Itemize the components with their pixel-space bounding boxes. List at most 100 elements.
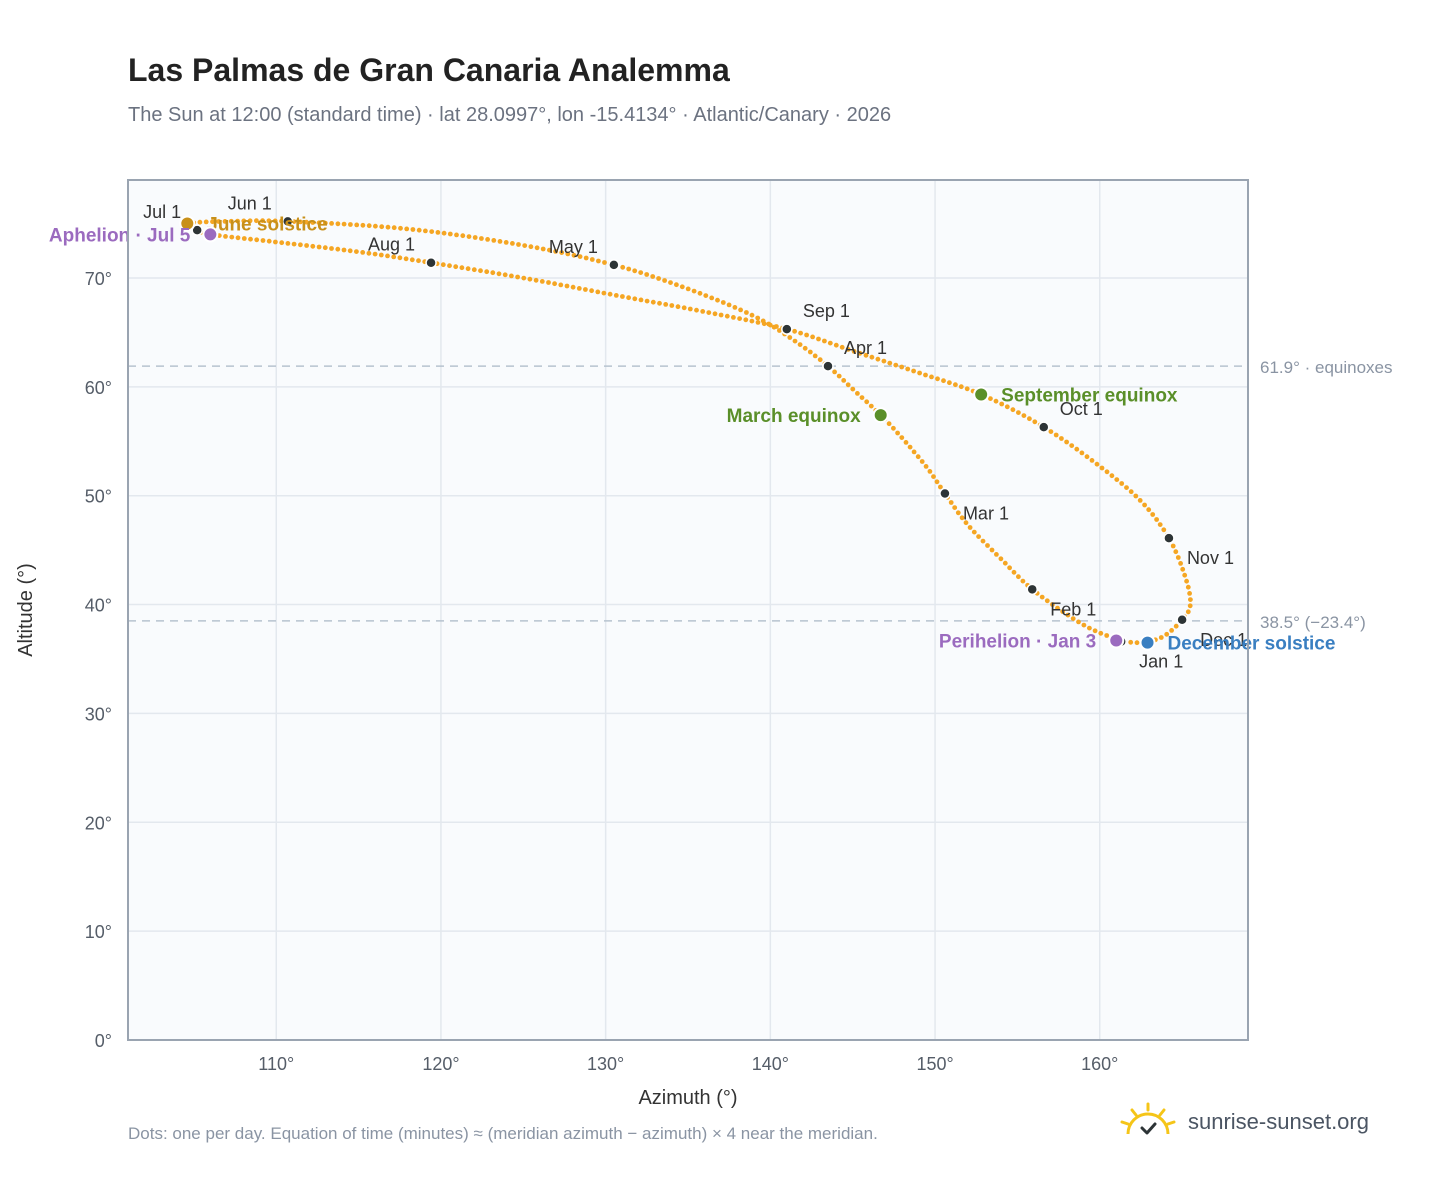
- day-dot: [911, 368, 916, 374]
- day-dot: [553, 249, 558, 254]
- day-dot: [787, 335, 793, 340]
- day-dot: [1164, 631, 1170, 637]
- day-dot: [632, 268, 638, 274]
- day-dot: [354, 249, 359, 255]
- day-dot: [985, 543, 990, 548]
- day-dot: [802, 345, 808, 351]
- day-dot: [749, 312, 755, 318]
- day-dot: [229, 234, 235, 240]
- day-dot: [864, 399, 870, 405]
- day-dot: [558, 282, 564, 288]
- day-dot: [1185, 609, 1191, 615]
- day-dot: [297, 219, 303, 225]
- day-dot: [465, 266, 471, 272]
- day-dot: [570, 284, 576, 290]
- day-dot: [911, 449, 917, 455]
- day-dot: [947, 380, 952, 386]
- y-tick-label: 20°: [85, 813, 112, 833]
- x-axis-label: Azimuth (°): [638, 1087, 737, 1109]
- day-dot: [1114, 477, 1120, 482]
- day-dot: [644, 272, 650, 277]
- day-dot: [1175, 555, 1181, 560]
- day-dot: [235, 218, 241, 224]
- day-dot: [669, 303, 675, 308]
- day-dot: [497, 239, 503, 244]
- day-dot: [410, 227, 416, 232]
- day-dot: [472, 235, 478, 240]
- day-dot: [1070, 616, 1076, 621]
- month-marker-label: Jul 1: [143, 202, 181, 222]
- day-dot: [1154, 517, 1159, 522]
- day-dot: [923, 372, 928, 378]
- x-tick-label: 110°: [258, 1054, 294, 1074]
- day-dot: [1169, 628, 1174, 633]
- day-dot: [329, 246, 334, 251]
- day-dot: [953, 382, 958, 388]
- day-dot: [863, 352, 869, 358]
- day-dot: [1157, 522, 1163, 527]
- day-dot: [416, 227, 422, 233]
- day-dot: [715, 297, 720, 303]
- day-dot: [971, 529, 977, 535]
- day-dot: [899, 435, 905, 440]
- day-dot: [1016, 574, 1021, 580]
- day-dot: [1173, 549, 1179, 555]
- day-dot: [385, 224, 391, 230]
- day-dot: [869, 354, 875, 360]
- day-dot: [260, 238, 266, 243]
- day-dot: [663, 302, 669, 307]
- brand[interactable]: sunrise-sunset.org: [1118, 1100, 1369, 1144]
- day-dot: [875, 356, 881, 362]
- month-marker-label: Mar 1: [963, 504, 1009, 524]
- month-marker-dot: [1038, 421, 1050, 433]
- day-dot: [540, 246, 546, 252]
- special-point-dot: [872, 407, 889, 424]
- day-dot: [832, 369, 837, 375]
- day-dot: [988, 396, 993, 401]
- month-marker-dot: [939, 487, 951, 500]
- month-marker-dot: [425, 256, 437, 269]
- day-dot: [895, 430, 900, 436]
- day-dot: [589, 288, 594, 294]
- day-dot: [516, 242, 521, 247]
- day-dot: [1124, 485, 1129, 490]
- day-dot: [310, 243, 316, 249]
- day-dot: [948, 500, 954, 505]
- reference-line-label: 38.5° (−23.4°): [1260, 613, 1366, 632]
- day-dot: [1146, 507, 1152, 513]
- day-dot: [1020, 578, 1026, 584]
- day-dot: [1076, 619, 1081, 625]
- day-dot: [441, 230, 447, 236]
- day-dot: [341, 247, 347, 253]
- day-dot: [804, 332, 809, 338]
- day-dot: [687, 306, 693, 312]
- day-dot: [304, 219, 309, 225]
- day-dot: [378, 252, 384, 258]
- day-dot: [454, 232, 459, 238]
- day-dot: [668, 280, 673, 285]
- day-dot: [691, 288, 697, 294]
- day-dot: [527, 276, 533, 282]
- day-dot: [459, 265, 465, 271]
- day-dot: [1055, 605, 1060, 611]
- day-dot: [724, 313, 730, 319]
- day-dot: [466, 234, 472, 240]
- day-dot: [453, 264, 459, 270]
- day-dot: [228, 218, 234, 224]
- day-dot: [596, 258, 601, 264]
- day-dot: [738, 307, 743, 313]
- day-dot: [347, 248, 353, 254]
- month-marker-dot: [822, 360, 834, 372]
- day-dot: [1188, 597, 1193, 602]
- day-dot: [1142, 502, 1147, 508]
- day-dot: [322, 245, 328, 251]
- y-tick-label: 40°: [85, 596, 112, 616]
- special-point-label: March equinox: [727, 406, 862, 427]
- day-dot: [595, 289, 601, 295]
- day-dot: [589, 257, 595, 262]
- day-dot: [1011, 569, 1017, 575]
- day-dot: [471, 267, 477, 273]
- day-dot: [235, 235, 241, 241]
- day-dot: [812, 353, 818, 359]
